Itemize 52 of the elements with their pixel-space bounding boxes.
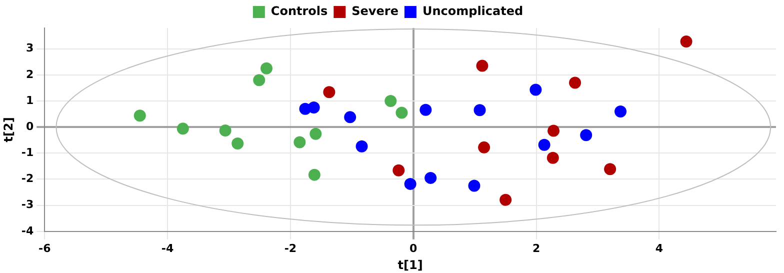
point [344,111,356,124]
legend-label: Uncomplicated [422,4,524,18]
point [308,102,320,114]
point [500,194,512,206]
y-tick-label: 3 [26,42,34,55]
point [310,128,322,140]
point [474,104,486,116]
y-axis-title: t[2] [1,117,16,142]
point [580,129,592,142]
point [356,140,368,152]
legend-label: Severe [352,4,398,18]
point [569,76,582,89]
point [323,86,336,98]
point [396,106,408,119]
point [468,180,480,192]
point [548,124,560,137]
point [384,95,397,108]
point [404,178,416,190]
y-tick-label: -1 [21,146,34,160]
y-tick-label: 0 [26,120,34,133]
point [176,122,189,135]
y-tick-label: -4 [21,224,34,238]
y-tick-label: -3 [21,198,34,212]
point [253,74,266,86]
point [232,138,244,150]
point [294,136,306,148]
y-tick-label: -2 [21,172,34,186]
x-tick-label: -2 [284,242,297,255]
legend-label: Controls [270,4,328,18]
point [392,164,405,176]
point [478,141,490,154]
point [530,84,542,96]
x-axis-title: t[1] [398,258,423,272]
point [134,110,146,122]
point [546,152,559,164]
x-tick-label: -4 [161,242,174,255]
y-tick-label: 1 [26,94,34,107]
point [260,62,272,74]
x-tick-label: 0 [410,242,418,255]
point [308,168,320,181]
y-tick-label: 2 [26,68,34,81]
point [424,172,437,184]
point [680,36,692,48]
point [614,105,627,118]
x-tick-label: 4 [655,242,664,255]
point [219,124,232,136]
x-tick-label: -6 [38,242,52,255]
point [538,138,550,151]
point [420,104,432,116]
point [604,163,616,176]
point [476,60,488,72]
x-tick-label: 2 [532,242,540,255]
